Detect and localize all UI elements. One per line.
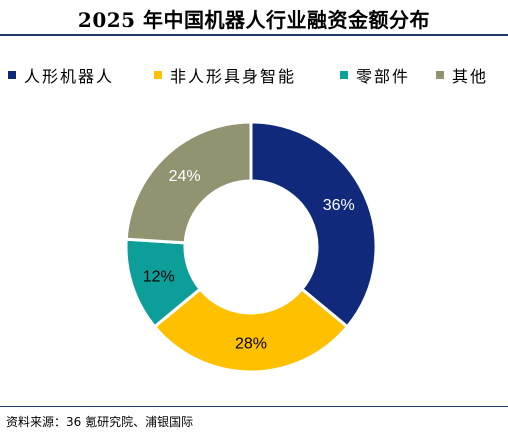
donut-slice-humanoid bbox=[249, 120, 378, 329]
legend-swatch-humanoid bbox=[8, 71, 16, 79]
chart-title: 2025 年中国机器人行业融资金额分布 bbox=[77, 8, 431, 32]
legend-swatch-other bbox=[436, 71, 444, 79]
chart-legend: 人形机器人 非人形具身智能 零部件 其他 bbox=[0, 63, 508, 87]
slice-label-other: 24% bbox=[169, 168, 201, 185]
donut-slice-non-humanoid bbox=[152, 286, 350, 374]
legend-label-components: 零部件 bbox=[356, 67, 411, 86]
slice-label-components: 12% bbox=[143, 268, 175, 285]
source-note: 资料来源：36 氪研究院、浦银国际 bbox=[6, 415, 194, 429]
title-underline bbox=[0, 34, 508, 36]
donut-slice-other bbox=[124, 120, 253, 245]
legend-item-non-humanoid: 非人形具身智能 bbox=[154, 63, 296, 87]
legend-label-other: 其他 bbox=[452, 67, 489, 86]
legend-label-non-humanoid: 非人形具身智能 bbox=[170, 67, 297, 86]
legend-swatch-non-humanoid bbox=[154, 71, 162, 79]
legend-item-components: 零部件 bbox=[340, 63, 410, 87]
legend-item-humanoid: 人形机器人 bbox=[8, 63, 114, 87]
slice-label-humanoid: 36% bbox=[323, 197, 355, 214]
legend-swatch-components bbox=[340, 71, 348, 79]
legend-label-humanoid: 人形机器人 bbox=[24, 67, 115, 86]
source-divider bbox=[0, 406, 508, 407]
slice-label-non-humanoid: 28% bbox=[235, 336, 267, 353]
legend-item-other: 其他 bbox=[436, 63, 488, 87]
